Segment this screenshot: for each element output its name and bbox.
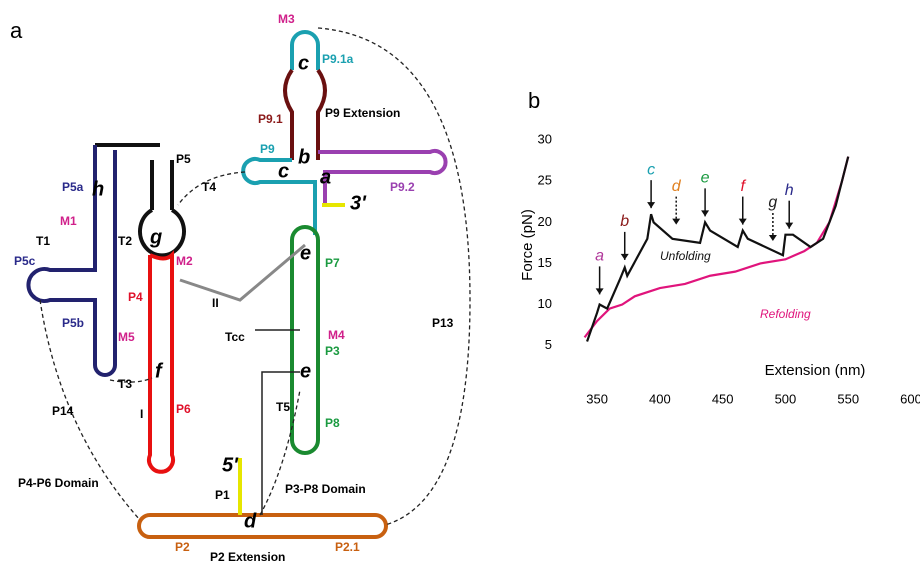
label: T5: [276, 400, 290, 414]
j-strand: [180, 245, 305, 300]
label: Tcc: [225, 330, 245, 344]
label: P2 Extension: [210, 550, 285, 564]
rip-label: f: [741, 178, 747, 195]
label: T3: [118, 377, 132, 391]
rip-label: c: [647, 161, 655, 178]
label: P4: [128, 290, 143, 304]
panel-label: a: [10, 18, 23, 43]
label: P8: [325, 416, 340, 430]
rip-arrowhead: [647, 202, 655, 208]
rip-arrowhead: [596, 288, 604, 294]
figure: a M3 c P9.1a P9.1 P9 Extension P9 b P9.2…: [0, 0, 920, 567]
p13-link: [318, 28, 470, 525]
series-label: Refolding: [760, 307, 811, 321]
label: P5b: [62, 316, 84, 330]
rip-arrowhead: [701, 210, 709, 216]
y-tick-label: 20: [538, 214, 552, 229]
label: P4-P6 Domain: [18, 476, 99, 490]
label: P9.2: [390, 180, 415, 194]
label: e: [300, 242, 311, 264]
x-tick-label: 450: [712, 391, 734, 406]
label: P3-P8 Domain: [285, 482, 366, 496]
x-tick-label: 550: [837, 391, 859, 406]
label: M1: [60, 214, 77, 228]
rip-label: h: [785, 182, 794, 199]
y-axis-title: Force (pN): [519, 209, 536, 281]
label: P3: [325, 344, 340, 358]
x-tick-label: 500: [775, 391, 797, 406]
label: M4: [328, 328, 345, 342]
rip-label: g: [768, 194, 777, 211]
label: P2.1: [335, 540, 360, 554]
label: M3: [278, 12, 295, 26]
p9-2-hairpin: [318, 151, 446, 205]
label: 5': [222, 454, 239, 476]
label: f: [155, 360, 164, 382]
label: P5a: [62, 180, 84, 194]
series-label: Unfolding: [660, 249, 711, 263]
label: T4: [202, 180, 216, 194]
label: P9.1: [258, 112, 283, 126]
rna-structure: [28, 28, 470, 537]
label: T2: [118, 234, 132, 248]
label: c: [298, 52, 309, 74]
rip-label: d: [672, 178, 682, 195]
label: a: [320, 166, 331, 188]
label: P9: [260, 142, 275, 156]
y-tick-label: 5: [545, 337, 552, 352]
label: M2: [176, 254, 193, 268]
rip-label: a: [595, 248, 604, 265]
label: P1: [215, 488, 230, 502]
y-tick-label: 30: [538, 132, 552, 147]
label: P5: [176, 152, 191, 166]
panel-label: b: [528, 88, 540, 113]
label: P9 Extension: [325, 106, 400, 120]
x-tick-label: 400: [649, 391, 671, 406]
rip-label: e: [701, 170, 710, 187]
force-chart: b Force (pN) Extension (nm) 5 10 15 20 25 30 3…: [519, 88, 920, 407]
label: P14: [52, 404, 74, 418]
rip-arrowhead: [769, 235, 777, 241]
label: g: [149, 226, 162, 248]
rip-arrowhead: [739, 219, 747, 225]
x-tick-label: 600: [900, 391, 920, 406]
rip-label: b: [620, 213, 629, 230]
p2-stem: [139, 515, 386, 537]
label: b: [298, 146, 310, 168]
label: T1: [36, 234, 50, 248]
label: II: [212, 296, 219, 310]
label: M5: [118, 330, 135, 344]
y-tick-label: 15: [538, 255, 552, 270]
label: h: [92, 178, 104, 200]
p5-hairpin: [95, 145, 184, 255]
label: e: [300, 360, 311, 382]
label: P9.1a: [322, 52, 354, 66]
rip-arrowhead: [672, 219, 680, 225]
y-tick-label: 25: [538, 173, 552, 188]
label: P7: [325, 256, 340, 270]
label: P5c: [14, 254, 36, 268]
label: I: [140, 407, 143, 421]
x-tick-label: 350: [586, 391, 608, 406]
label: P2: [175, 540, 190, 554]
rip-arrowhead: [621, 254, 629, 260]
rip-arrowhead: [785, 223, 793, 229]
label: P6: [176, 402, 191, 416]
label: P13: [432, 316, 454, 330]
x-axis-title: Extension (nm): [765, 362, 866, 379]
label: 3': [350, 192, 367, 214]
label: c: [278, 160, 289, 182]
label: d: [244, 510, 257, 532]
structure-labels: a M3 c P9.1a P9.1 P9 Extension P9 b P9.2…: [10, 12, 454, 564]
y-tick-label: 10: [538, 296, 552, 311]
